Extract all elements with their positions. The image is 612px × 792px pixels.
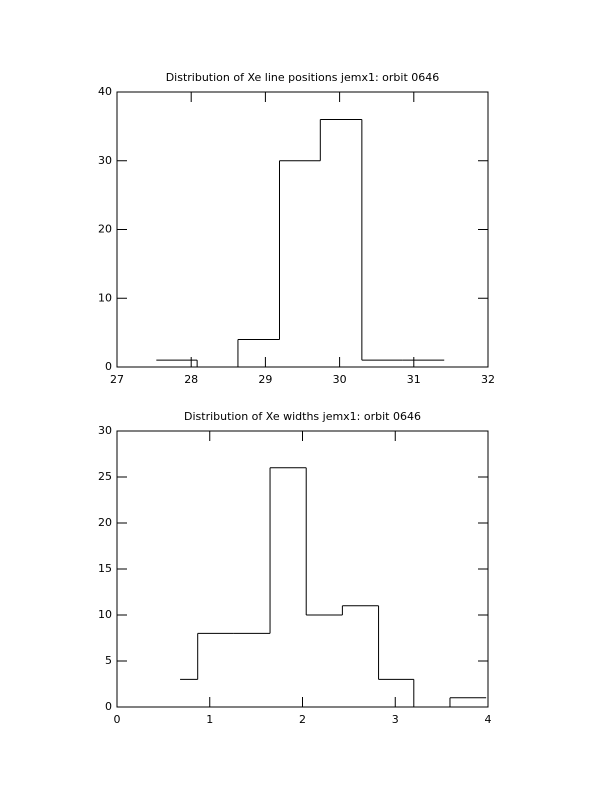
y-tick-label: 10 [98, 291, 112, 304]
y-tick-label: 30 [98, 424, 112, 437]
x-tick-label: 0 [114, 713, 121, 726]
x-tick-label: 30 [333, 373, 347, 386]
y-tick-label: 20 [98, 516, 112, 529]
plot-frame [116, 91, 489, 368]
y-tick-label: 5 [105, 654, 112, 667]
x-tick-label: 31 [407, 373, 421, 386]
x-tick-label: 1 [206, 713, 213, 726]
x-tick-label: 4 [485, 713, 492, 726]
x-tick-label: 27 [110, 373, 124, 386]
chart-title: Distribution of Xe widths jemx1: orbit 0… [184, 410, 421, 423]
x-tick-label: 32 [481, 373, 495, 386]
plot-frame [116, 430, 489, 708]
y-tick-label: 0 [105, 360, 112, 373]
y-tick-label: 15 [98, 562, 112, 575]
x-tick-label: 28 [184, 373, 198, 386]
y-tick-label: 25 [98, 470, 112, 483]
y-tick-label: 10 [98, 608, 112, 621]
y-tick-label: 30 [98, 154, 112, 167]
x-tick-label: 29 [258, 373, 272, 386]
y-tick-label: 0 [105, 700, 112, 713]
x-tick-label: 2 [299, 713, 306, 726]
chart-title: Distribution of Xe line positions jemx1:… [166, 71, 440, 84]
y-tick-label: 40 [98, 85, 112, 98]
y-tick-label: 20 [98, 223, 112, 236]
x-tick-label: 3 [392, 713, 399, 726]
